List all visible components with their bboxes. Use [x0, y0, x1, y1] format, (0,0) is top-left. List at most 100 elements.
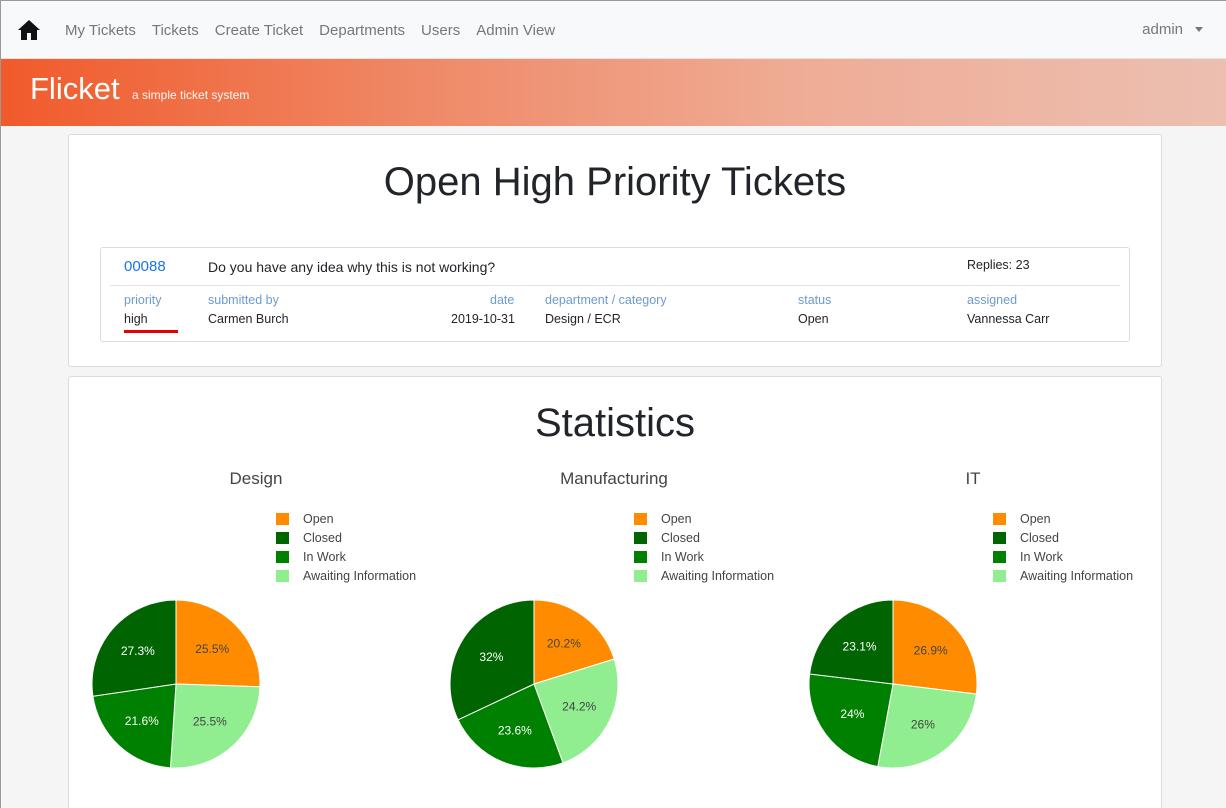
legend-swatch — [276, 532, 289, 544]
pie-slice-in-work[interactable] — [92, 683, 177, 769]
legend-swatch — [993, 532, 1006, 544]
legend-swatch — [276, 570, 289, 582]
pie-slice-awaiting-information[interactable] — [877, 683, 977, 769]
legend-label: Awaiting Information — [661, 569, 775, 583]
legend-swatch — [276, 513, 289, 525]
status-label: status — [798, 293, 832, 307]
pie-slice-in-work[interactable] — [457, 683, 564, 769]
pie-slice-closed[interactable] — [91, 599, 177, 697]
chevron-down-icon — [1195, 27, 1203, 32]
legend-swatch — [634, 551, 647, 563]
pie-data-label: 25.5% — [193, 714, 227, 728]
pie-slice-closed[interactable] — [449, 599, 535, 721]
assigned-label: assigned — [967, 293, 1018, 307]
legend-item-in-work[interactable]: In Work — [993, 549, 1063, 565]
user-name: admin — [1142, 21, 1183, 38]
pie-data-label: 24% — [840, 707, 864, 721]
date-value: 2019-10-31 — [451, 312, 515, 326]
chart-title-design: Design — [229, 469, 283, 488]
legend-item-awaiting-information[interactable]: Awaiting Information — [276, 568, 416, 584]
top-navbar: My Tickets Tickets Create Ticket Departm… — [1, 1, 1226, 59]
legend-item-awaiting-information[interactable]: Awaiting Information — [634, 568, 774, 584]
legend-swatch — [634, 570, 647, 582]
pie-chart-design: Design Open Closed In Work Awaiting Informat… — [81, 461, 441, 801]
assigned-value: Vannessa Carr — [967, 312, 1050, 326]
pie-slice-open[interactable] — [533, 599, 615, 685]
pie-data-label: 21.6% — [125, 714, 159, 728]
date-label: date — [490, 293, 515, 307]
ticket-replies: Replies: 23 — [967, 258, 1030, 272]
high-priority-title: Open High Priority Tickets — [383, 160, 847, 204]
legend-item-closed[interactable]: Closed — [634, 530, 700, 546]
pie-chart-it: IT Open Closed In Work Awaiting Information 2… — [798, 461, 1158, 801]
legend-item-in-work[interactable]: In Work — [634, 549, 704, 565]
pie-svg: 20.2% 24.2% 23.6% 32% — [449, 599, 619, 769]
legend-label: Open — [661, 512, 692, 526]
priority-indicator — [124, 330, 178, 333]
priority-label: priority — [124, 293, 162, 307]
legend-swatch — [993, 551, 1006, 563]
department-label: department / category — [545, 293, 667, 307]
pie-data-label: 27.3% — [121, 644, 155, 658]
legend-item-open[interactable]: Open — [634, 511, 692, 527]
pie-slice-in-work[interactable] — [808, 673, 894, 768]
pie-slice-awaiting-information[interactable] — [169, 683, 261, 769]
nav-admin-view[interactable]: Admin View — [476, 21, 556, 39]
legend-swatch — [993, 570, 1006, 582]
nav-links: My Tickets Tickets Create Ticket Departm… — [65, 1, 555, 59]
legend-item-open[interactable]: Open — [276, 511, 334, 527]
legend-label: Closed — [1020, 531, 1059, 545]
pie-slice-open[interactable] — [892, 599, 978, 695]
pie-chart-manufacturing: Manufacturing Open Closed In Work Awaiting I… — [439, 461, 799, 801]
pie-data-label: 32% — [479, 650, 503, 664]
pie-slice-closed[interactable] — [809, 599, 894, 685]
statistics-title: Statistics — [534, 401, 696, 445]
chart-title-it: IT — [965, 469, 981, 488]
ticket-row: 00088 Do you have any idea why this is n… — [100, 247, 1130, 342]
pie-data-label: 25.5% — [195, 642, 229, 656]
submitted-by-value: Carmen Burch — [208, 312, 289, 326]
nav-my-tickets[interactable]: My Tickets — [65, 21, 136, 39]
legend-swatch — [634, 513, 647, 525]
legend-swatch — [634, 532, 647, 544]
submitted-by-label: submitted by — [208, 293, 279, 307]
pie-svg: 26.9% 26% 24% 23.1% — [808, 599, 978, 769]
ticket-title: Do you have any idea why this is not wor… — [208, 259, 496, 275]
legend-item-open[interactable]: Open — [993, 511, 1051, 527]
nav-users[interactable]: Users — [421, 21, 461, 39]
pie-svg: 25.5% 25.5% 21.6% 27.3% — [91, 599, 261, 769]
chart-title-manufacturing: Manufacturing — [560, 469, 668, 488]
pie-data-label: 23.6% — [498, 724, 532, 738]
legend-item-closed[interactable]: Closed — [993, 530, 1059, 546]
legend-label: In Work — [303, 550, 346, 564]
statistics-card: Statistics — [68, 376, 1162, 808]
status-value: Open — [798, 312, 829, 326]
user-menu[interactable]: admin — [1142, 21, 1203, 38]
legend-item-in-work[interactable]: In Work — [276, 549, 346, 565]
legend-label: Awaiting Information — [1020, 569, 1134, 583]
pie-slice-open[interactable] — [175, 599, 261, 688]
pie-slice-awaiting-information[interactable] — [533, 658, 619, 764]
high-priority-card: Open High Priority Tickets 00088 Do you … — [68, 134, 1162, 367]
legend-item-awaiting-information[interactable]: Awaiting Information — [993, 568, 1133, 584]
ticket-id-link[interactable]: 00088 — [124, 258, 166, 275]
legend-label: Closed — [303, 531, 342, 545]
legend-label: Open — [1020, 512, 1051, 526]
pie-data-label: 26% — [911, 718, 935, 732]
header-banner: Flicket a simple ticket system — [1, 59, 1226, 126]
priority-value: high — [124, 312, 148, 326]
nav-tickets[interactable]: Tickets — [151, 21, 199, 39]
legend-label: In Work — [661, 550, 704, 564]
nav-departments[interactable]: Departments — [319, 21, 406, 39]
legend-label: Awaiting Information — [303, 569, 417, 583]
home-icon[interactable] — [17, 19, 41, 41]
pie-data-label: 20.2% — [547, 636, 581, 650]
pie-data-label: 26.9% — [914, 644, 948, 658]
legend-swatch — [993, 513, 1006, 525]
nav-create-ticket[interactable]: Create Ticket — [214, 21, 304, 39]
ticket-divider — [110, 285, 1120, 286]
legend-swatch — [276, 551, 289, 563]
department-value: Design / ECR — [545, 312, 621, 326]
pie-data-label: 24.2% — [562, 699, 596, 713]
legend-item-closed[interactable]: Closed — [276, 530, 342, 546]
